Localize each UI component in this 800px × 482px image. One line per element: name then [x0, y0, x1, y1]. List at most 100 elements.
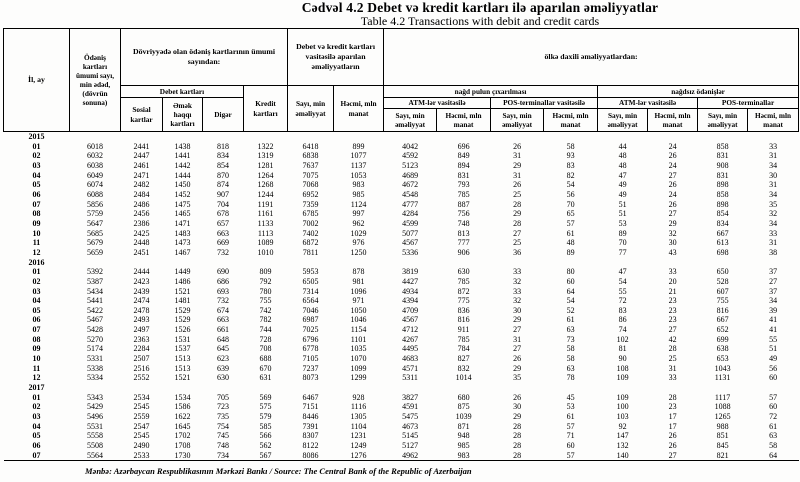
data-cell: 813: [457, 228, 470, 238]
data-cell: 24: [668, 160, 677, 170]
data-cell: 45: [566, 392, 575, 402]
data-cell: 962: [352, 218, 365, 228]
data-cell: 1096: [350, 286, 367, 296]
data-row: 05 5558 2545 1702 745 566 8307 1231 5145 948 28 71 1…: [4, 431, 799, 441]
data-cell: 777: [457, 238, 470, 248]
data-cell: 816: [716, 305, 729, 315]
data-cell: 2363: [133, 334, 150, 344]
data-cell: 2552: [133, 373, 150, 383]
data-cell: 613: [716, 238, 729, 248]
data-cell: 63: [769, 431, 778, 441]
data-cell: 2516: [133, 363, 150, 373]
data-cell: 89: [566, 247, 575, 257]
data-row: 11 5679 2448 1473 669 1089 6872 976 4567 777 25 48 7…: [4, 238, 799, 248]
data-cell: 58: [566, 141, 575, 151]
data-cell: 5392: [87, 267, 103, 277]
data-cell: 2533: [120, 450, 163, 462]
month-label: 03: [32, 412, 41, 422]
data-cell: 1319: [257, 151, 274, 161]
data-cell: 1513: [174, 354, 191, 364]
header-group-olke-daxili: ölkə daxili əməliyyatlardan:: [383, 28, 800, 86]
data-cell: 1449: [174, 267, 191, 277]
data-cell: 54: [618, 276, 627, 286]
year-row-filler: [70, 258, 799, 268]
data-cell: 26: [513, 354, 522, 364]
data-cell: 7314: [302, 286, 319, 296]
data-cell: 1438: [174, 141, 191, 151]
data-cell: 54: [566, 296, 575, 306]
data-cell: 728: [259, 334, 272, 344]
data-cell: 1014: [455, 373, 472, 383]
month-label: 02: [32, 402, 41, 412]
data-cell: 30: [513, 305, 522, 315]
data-cell: 33: [668, 267, 677, 277]
data-cell: 4599: [402, 218, 419, 228]
data-cell: 5659: [87, 247, 103, 257]
month-label: 07: [32, 199, 41, 209]
data-cell: 782: [259, 315, 272, 325]
data-cell: 4042: [402, 141, 419, 151]
data-cell: 1702: [174, 431, 191, 441]
data-cell: 4267: [402, 334, 419, 344]
data-cell: 6952: [302, 189, 319, 199]
data-cell: 667: [716, 228, 729, 238]
data-cell: 1521: [174, 286, 191, 296]
title-block: Cədvəl 4.2 Debet və kredit kartları ilə …: [160, 1, 800, 28]
month-label: 04: [32, 421, 41, 431]
data-cell: 1276: [333, 450, 384, 462]
data-row: 09 5647 2386 1471 657 1133 7002 962 4599 748 28 57 5…: [4, 219, 799, 229]
data-cell: 39: [769, 305, 778, 315]
data-cell: 5856: [87, 199, 103, 209]
data-row: 04 5441 2474 1481 732 755 6564 971 4394 775 32 54 72…: [4, 296, 799, 306]
data-cell: 705: [217, 392, 229, 402]
data-cell: 623: [217, 354, 229, 364]
data-cell: 631: [259, 373, 272, 383]
data-cell: 7151: [302, 402, 319, 412]
data-cell: 575: [259, 402, 272, 412]
year-row: 2016: [4, 258, 799, 268]
data-cell: 2493: [133, 315, 150, 325]
data-cell: 894: [457, 160, 470, 170]
data-cell: 33: [668, 373, 677, 383]
data-cell: 1441: [174, 151, 191, 161]
data-cell: 1191: [257, 199, 274, 209]
data-cell: 983: [352, 180, 365, 190]
data-cell: 17: [668, 421, 677, 431]
data-cell: 704: [217, 199, 229, 209]
data-cell: 785: [457, 189, 470, 199]
data-cell: 5647: [87, 218, 103, 228]
data-cell: 8086: [287, 450, 334, 462]
data-row: 07 5564 2533 1730 734 567 8086 1276 4962 983 28 57 1…: [3, 450, 799, 462]
data-cell: 607: [716, 286, 729, 296]
data-cell: 5475: [402, 412, 419, 422]
data-cell: 28: [513, 218, 522, 228]
data-cell: 6796: [302, 334, 319, 344]
data-cell: 74: [618, 325, 627, 335]
data-cell: 652: [716, 325, 729, 335]
data-cell: 874: [217, 180, 229, 190]
data-cell: 1035: [350, 344, 367, 354]
data-row: 02 5387 2423 1486 686 792 6505 981 4427 785 32 60 54…: [4, 277, 799, 287]
data-cell: 1473: [174, 238, 191, 248]
data-cell: 670: [259, 363, 272, 373]
data-cell: 33: [513, 286, 522, 296]
data-cell: 71: [566, 431, 575, 441]
data-cell: 26: [668, 431, 677, 441]
data-cell: 48: [566, 238, 575, 248]
data-cell: 5077: [402, 228, 419, 238]
data-cell: 792: [259, 276, 272, 286]
data-cell: 6872: [302, 238, 319, 248]
data-cell: 27: [513, 228, 522, 238]
data-cell: 4934: [402, 286, 419, 296]
data-cell: 4592: [402, 151, 419, 161]
data-cell: 6018: [87, 141, 103, 151]
data-cell: 60: [566, 276, 575, 286]
data-cell: 32: [769, 209, 778, 219]
data-cell: 33: [769, 228, 778, 238]
data-cell: 49: [769, 354, 778, 364]
data-cell: 836: [457, 305, 470, 315]
data-cell: 28: [513, 199, 522, 209]
data-cell: 82: [566, 170, 575, 180]
data-cell: 51: [769, 344, 778, 354]
data-cell: 4777: [402, 199, 419, 209]
